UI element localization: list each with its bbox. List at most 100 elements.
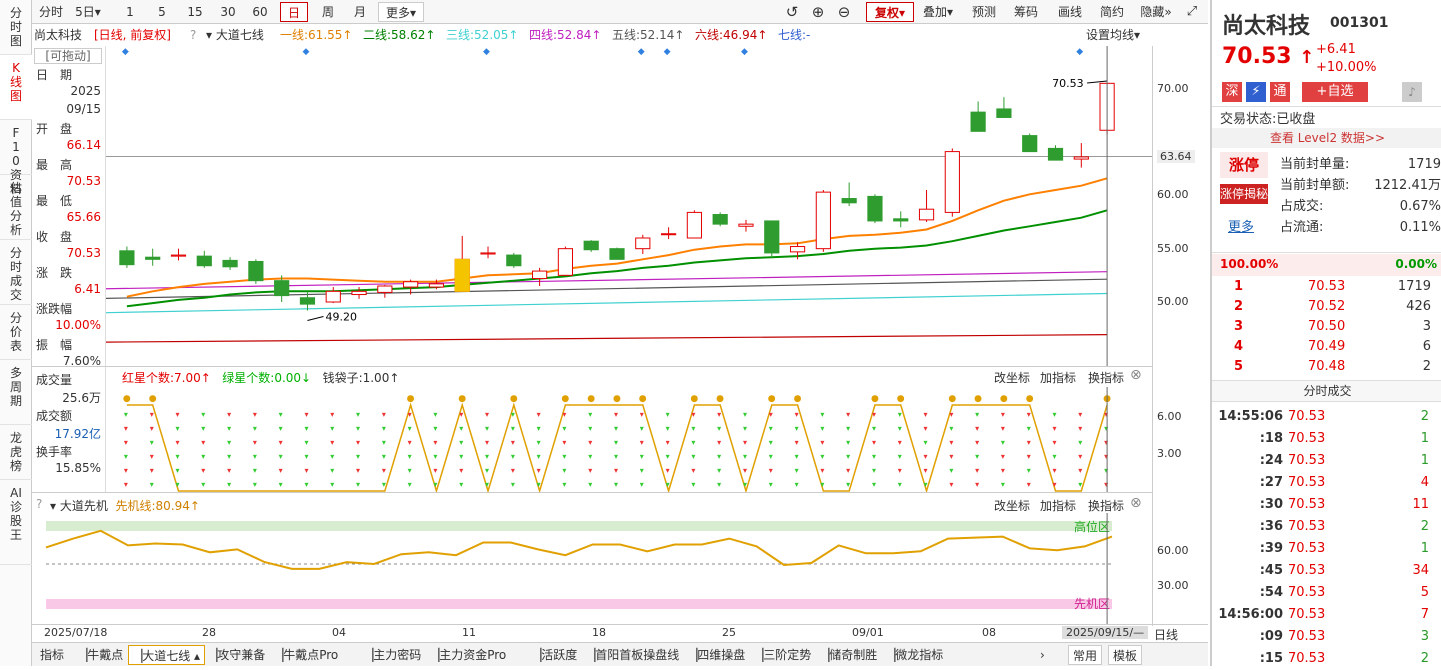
period-label: [日线, 前复权] (94, 28, 171, 42)
high-zone (46, 521, 1112, 531)
xian-change-axis[interactable]: 改坐标 (994, 499, 1031, 513)
tool-1min[interactable]: 1 (126, 5, 134, 19)
indicator-tab-7[interactable]: ▕活跃度 (528, 645, 581, 665)
ind-change-axis[interactable]: 改坐标 (994, 371, 1031, 385)
star-column: ▾ ▾ ▾ ▾ ▾ ▾ ● (639, 394, 647, 489)
indicator-dropdown[interactable]: ▾ 大道七线 (206, 24, 264, 46)
tool-draw[interactable]: 画线 (1057, 5, 1082, 19)
undo-icon[interactable]: ↺ (785, 3, 799, 21)
price-tick: 70.00 (1157, 81, 1189, 95)
xian-switch[interactable]: 换指标 (1088, 499, 1125, 513)
nav-label: 分时成交 (9, 246, 22, 302)
close-icon[interactable]: ⊗ (1130, 367, 1142, 383)
star-icon: ▾ (717, 438, 721, 447)
market-tag-tong[interactable]: 通 (1270, 82, 1290, 102)
nav-5[interactable]: 分价表 (0, 305, 32, 360)
star-icon: ▾ (872, 410, 876, 419)
nav-0[interactable]: 分时图 (0, 0, 32, 55)
star-icon: ▾ (511, 438, 515, 447)
tool-day[interactable]: 日 (280, 2, 308, 22)
candle (196, 250, 212, 268)
star-column: ▾ ▾ ▾ ▾ ▾ ▾ ● (561, 394, 569, 489)
money-bag-icon: ● (407, 394, 415, 404)
more-link[interactable]: 更多 (1228, 220, 1255, 235)
lightning-icon[interactable]: ⚡ (1246, 82, 1266, 102)
tick-time: :30 (1259, 497, 1283, 512)
ind-add[interactable]: 加指标 (1040, 371, 1077, 385)
indicator-tab-6[interactable]: ▕主力资金Pro (426, 645, 510, 665)
star-icon: ▾ (1001, 410, 1005, 419)
nav-6[interactable]: 多周期 (0, 360, 32, 425)
star-icon: ▾ (1053, 438, 1057, 447)
tab-common[interactable]: 常用 (1068, 645, 1103, 665)
indicator-tab-9[interactable]: ▕四维操盘 (684, 645, 749, 665)
tool-simple[interactable]: 简约 (1099, 5, 1124, 19)
nav-4[interactable]: 分时成交 (0, 240, 32, 305)
close-icon[interactable]: ⊗ (1130, 495, 1142, 511)
tool-60min[interactable]: 60 (252, 5, 268, 19)
nav-7[interactable]: 龙虎榜 (0, 425, 32, 480)
tab-label: ▕三阶定势 (754, 648, 812, 662)
tool-30min[interactable]: 30 (220, 5, 236, 19)
nav-3[interactable]: 估值分析 (0, 175, 32, 240)
overlay-dropdown[interactable]: 叠加▾ (922, 5, 954, 19)
star-icon: ▾ (124, 424, 128, 433)
ma-settings-link[interactable]: 设置均线▾ (1086, 24, 1140, 46)
indicator-tab-3[interactable]: ▕攻守兼备 (204, 645, 269, 665)
zoom-in-icon[interactable]: ⊕ (811, 3, 825, 21)
star-icon: ▾ (691, 466, 695, 475)
help-icon[interactable]: ? (36, 497, 43, 511)
indicator-tab-8[interactable]: ▕首阳首板操盘线 (582, 645, 683, 665)
fullscreen-icon[interactable]: ⤢ (1186, 4, 1198, 19)
star-icon: ▾ (898, 480, 902, 489)
indicator-tab-2[interactable]: ▕大道七线 ▴ (128, 645, 206, 665)
indicator-tab-1[interactable]: ▕牛戴点 (74, 645, 127, 665)
candlestick-chart[interactable]: 70.53 49.20 ◆ ◆ ◆ ◆ ◆ ◆ ◆ (106, 46, 1152, 366)
xian-add[interactable]: 加指标 (1040, 499, 1077, 513)
order-volume: 2 (1422, 359, 1431, 374)
add-favorite-button[interactable]: +自选 (1302, 82, 1368, 102)
nav-1[interactable]: K线图 (0, 55, 32, 120)
indicator-tab-4[interactable]: ▕牛戴点Pro (270, 645, 342, 665)
fuquan-dropdown[interactable]: 复权▾ (866, 2, 914, 22)
star-icon: ▾ (227, 438, 231, 447)
tool-more[interactable]: 更多▾ (378, 2, 424, 22)
star-icon: ▾ (150, 466, 154, 475)
tool-chips[interactable]: 筹码 (1013, 5, 1038, 19)
tab-label: ▕主力资金Pro (430, 648, 507, 662)
tabs-next-icon[interactable]: › (1040, 648, 1045, 662)
zoom-out-icon[interactable]: ⊖ (837, 3, 851, 21)
tick-row: :54 70.53 5 (1212, 582, 1441, 604)
market-tag-shen[interactable]: 深 (1222, 82, 1242, 102)
ind-switch[interactable]: 换指标 (1088, 371, 1125, 385)
candle (170, 248, 187, 261)
indicator-tab-5[interactable]: ▕主力密码 (360, 645, 425, 665)
tool-forecast[interactable]: 预测 (971, 5, 996, 19)
tool-5min[interactable]: 5 (158, 5, 166, 19)
star-column: ▾ ▾ ▾ ▾ ▾ ▾ (175, 410, 179, 489)
vol-value: 15.85% (55, 461, 101, 475)
tool-5day[interactable]: 5日▾ (70, 2, 106, 22)
tool-hide[interactable]: 隐藏» (1140, 5, 1172, 19)
star-icon: ▾ (485, 452, 489, 461)
star-icon: ▾ (124, 452, 128, 461)
indicator-tab-12[interactable]: ▕微龙指标 (882, 645, 947, 665)
tool-fenshi[interactable]: 分时 (38, 5, 63, 19)
tab-template[interactable]: 模板 (1108, 645, 1143, 665)
bell-icon[interactable]: ♪ (1402, 82, 1422, 102)
star-icon: ▾ (279, 452, 283, 461)
tool-month[interactable]: 月 (353, 5, 366, 19)
nav-8[interactable]: AI诊股王 (0, 480, 32, 565)
help-icon[interactable]: ? (190, 28, 197, 42)
indicator-tab-0[interactable]: 指标 (36, 645, 68, 665)
indicator-tab-11[interactable]: ▕储奇制胜 (816, 645, 881, 665)
tool-15min[interactable]: 15 (187, 5, 203, 19)
price-tick: 50.00 (1157, 295, 1189, 308)
nav-2[interactable]: F10资料 (0, 120, 32, 196)
indicator-tab-10[interactable]: ▕三阶定势 (750, 645, 815, 665)
draggable-hint[interactable]: [可拖动] (34, 48, 102, 64)
limit-up-reveal-button[interactable]: 涨停揭秘 (1220, 184, 1268, 204)
tick-time: :15 (1259, 651, 1283, 666)
level2-link[interactable]: 查看 Level2 数据>> (1212, 128, 1441, 148)
tool-week[interactable]: 周 (321, 5, 334, 19)
